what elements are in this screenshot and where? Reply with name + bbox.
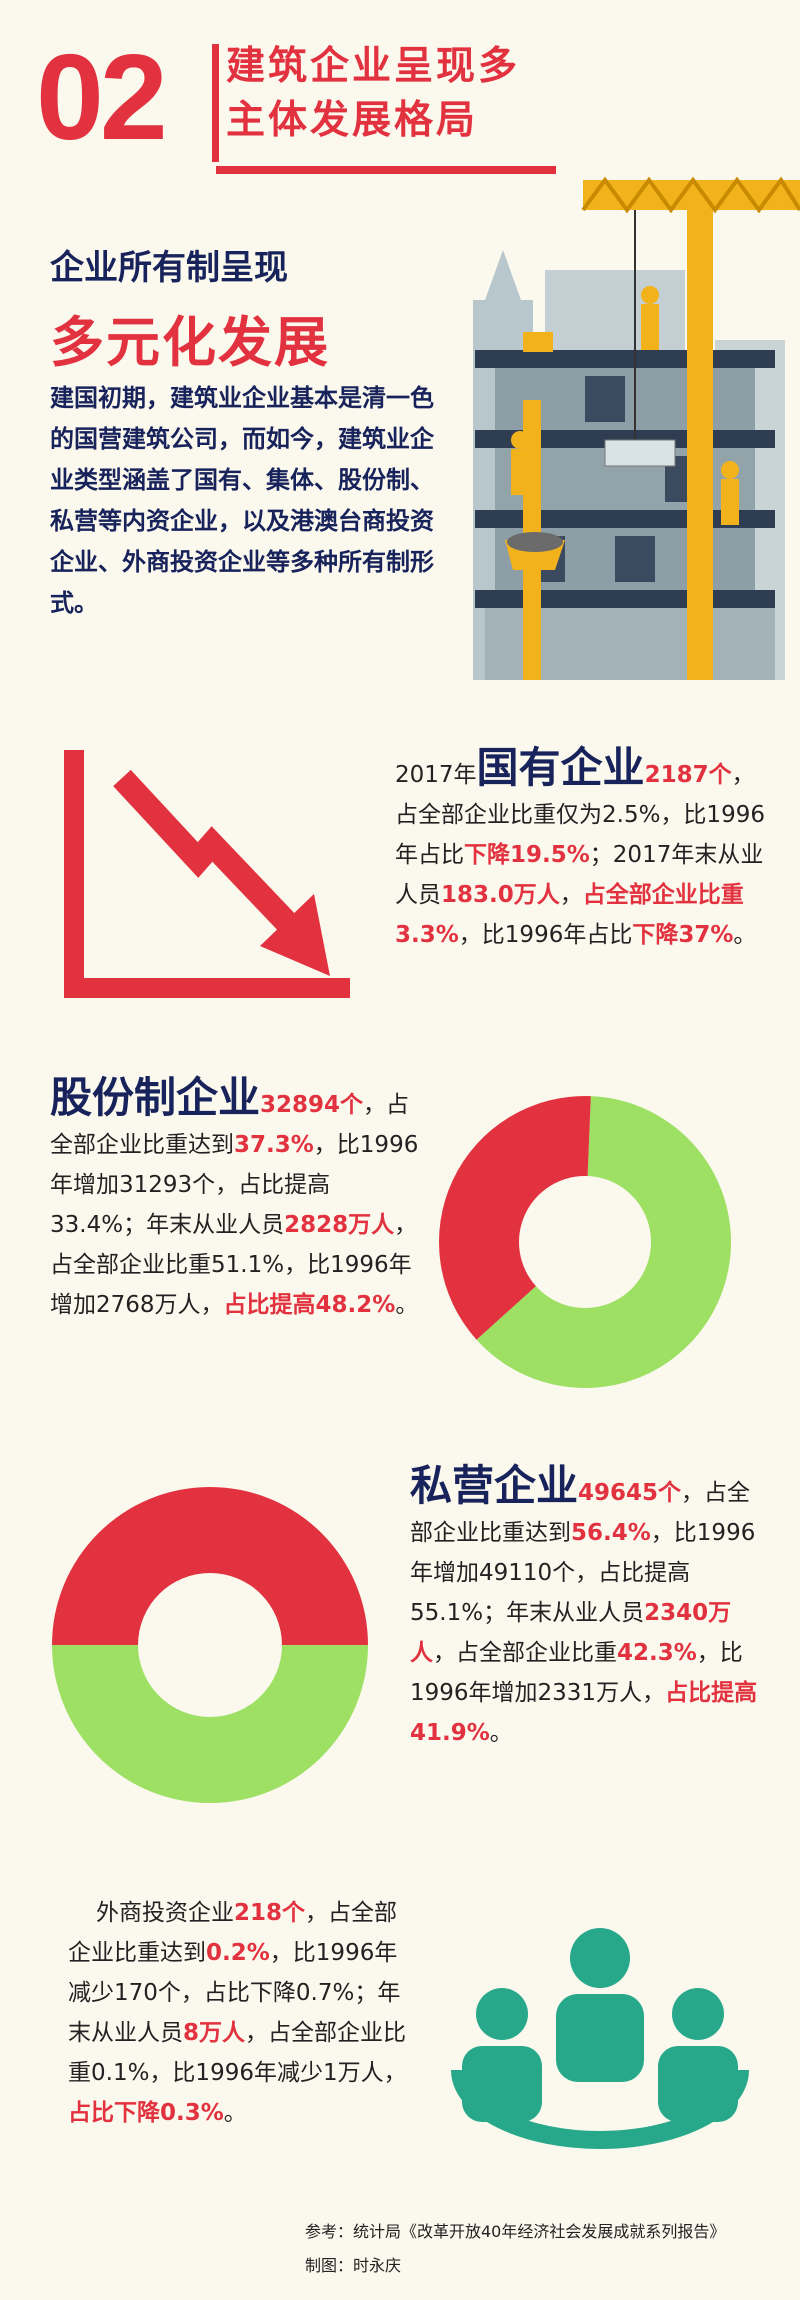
private-text: ，比1996年增加2331万人， [410, 1640, 743, 1706]
private-text: 。 [489, 1720, 513, 1746]
floor-slab [475, 350, 775, 368]
intro-paragraph: 建国初期，建筑业企业基本是清一色的国营建筑公司，而如今，建筑业企业类型涵盖了国有… [50, 384, 434, 617]
state-owned-highlight: 下降37% [632, 922, 734, 948]
source-note: 参考：统计局《改革开放40年经济社会发展成就系列报告》 [305, 2222, 726, 2241]
state-owned-highlight: 下降19.5% [464, 842, 590, 868]
foreign-text: 。 [223, 2100, 247, 2126]
pipe-top [523, 332, 553, 352]
joint-stock-text: ，占全部企业比重51.1%，比1996年增加2768万人， [50, 1212, 418, 1318]
worker [641, 304, 659, 350]
person-body [658, 2046, 738, 2122]
foreign-enterprise-paragraph: 外商投资企业218个，占全部企业比重达到0.2%，比1996年减少170个，占比… [68, 1893, 408, 2133]
foreign-text: 外商投资企业 [96, 1900, 234, 1926]
top-wall [545, 270, 685, 350]
donut-segment-red [439, 1096, 591, 1340]
construction-site-illustration [473, 176, 800, 680]
trend-arrowhead [260, 894, 330, 976]
team-group-icon [451, 1928, 749, 2149]
foreign-text: ，比1996年减少170个，占比下降0.7%；年末从业人员 [68, 1940, 401, 2046]
trend-line [113, 769, 301, 937]
section-number: 02 [36, 29, 168, 165]
private-highlight: 42.3% [617, 1640, 697, 1666]
joint-stock-text: ，占全部企业比重达到 [50, 1092, 410, 1158]
intro-title: 多元化发展 [50, 311, 330, 374]
private-highlight: 2340万人 [410, 1600, 732, 1666]
state-owned-year: 2017年 [395, 762, 477, 788]
donut-segment-green [52, 1645, 368, 1803]
person-body [556, 1994, 644, 2082]
state-owned-text: ， [559, 882, 583, 908]
state-owned-paragraph: 2017年国有企业2187个，占全部企业比重仅为2.5%，比1996年占比下降1… [395, 747, 775, 955]
state-owned-count: 2187个 [644, 762, 732, 788]
joint-stock-text: ，比1996年增加31293个，占比提高33.4%；年末从业人员 [50, 1132, 419, 1238]
joint-stock-paragraph: 股份制企业32894个，占全部企业比重达到37.3%，比1996年增加31293… [50, 1077, 420, 1325]
joint-stock-highlight: 2828万人 [284, 1212, 395, 1238]
section-title-line2: 主体发展格局 [226, 98, 479, 143]
private-enterprise-paragraph: 私营企业49645个，占全部企业比重达到56.4%，比1996年增加49110个… [410, 1465, 770, 1753]
private-text: ，比1996年增加49110个，占比提高55.1%；年末从业人员 [410, 1520, 756, 1626]
joint-stock-highlight: 37.3% [234, 1132, 314, 1158]
floor-slab [475, 590, 775, 608]
state-owned-text: ；2017年末从业人员 [395, 842, 764, 908]
joint-stock-count: 32894个 [260, 1092, 364, 1118]
state-owned-highlight: 183.0万人 [441, 882, 560, 908]
header-divider [212, 44, 219, 162]
window [615, 536, 655, 582]
foreign-highlight: 8万人 [183, 2020, 246, 2046]
state-owned-text: ，比1996年占比 [458, 922, 633, 948]
crane-truss [581, 176, 800, 214]
foreign-highlight: 占比下降0.3% [68, 2100, 224, 2126]
foreign-highlight: 0.2% [206, 1940, 270, 1966]
trend-axes [64, 750, 350, 998]
wheelbarrow-load [507, 532, 563, 552]
section-title: 建筑企业呈现多 主体发展格局 [226, 40, 520, 148]
person-head [476, 1988, 528, 2040]
private-highlight: 占比提高41.9% [410, 1680, 758, 1746]
worker-helmet [511, 431, 529, 449]
private-count: 49645个 [578, 1480, 682, 1506]
worker-helmet [641, 286, 659, 304]
decline-trend-icon [64, 750, 350, 998]
window [585, 376, 625, 422]
hoisted-panel [604, 439, 676, 467]
person-head [570, 1928, 630, 1988]
person-head [672, 1988, 724, 2040]
worker-helmet [721, 461, 739, 479]
private-enterprise-donut [52, 1487, 368, 1803]
joint-stock-name: 股份制企业 [50, 1073, 261, 1122]
worker [721, 479, 739, 525]
foreign-highlight: 218个 [234, 1900, 306, 1926]
state-owned-text: 。 [733, 922, 757, 948]
donut-segment-red [52, 1487, 368, 1645]
bg-tower-spire [485, 250, 521, 300]
foreign-text: ，占全部企业比重达到 [68, 1900, 398, 1966]
crane-mast [687, 210, 713, 680]
donut-segment-green [476, 1096, 731, 1388]
worker [511, 449, 529, 495]
private-name: 私营企业 [410, 1461, 579, 1510]
joint-stock-text: 。 [395, 1292, 419, 1318]
header-underline [216, 166, 556, 174]
person-body [462, 2046, 542, 2122]
state-owned-name: 国有企业 [476, 743, 645, 792]
joint-stock-highlight: 占比提高48.2% [223, 1292, 396, 1318]
state-owned-highlight: 占全部企业比重3.3% [395, 882, 744, 948]
joint-stock-donut [439, 1096, 731, 1388]
state-owned-text: ，占全部企业比重仅为2.5%，比1996年占比 [395, 762, 765, 868]
private-highlight: 56.4% [571, 1520, 651, 1546]
credit-note: 制图：时永庆 [305, 2256, 402, 2275]
intro-subtitle: 企业所有制呈现 [50, 248, 288, 288]
private-text: ，占全部企业比重达到 [410, 1480, 751, 1546]
foreign-text: ，占全部企业比重0.1%，比1996年减少1万人， [68, 2020, 407, 2086]
section-title-line1: 建筑企业呈现多 [226, 44, 521, 89]
private-text: ，占全部企业比重 [433, 1640, 617, 1666]
